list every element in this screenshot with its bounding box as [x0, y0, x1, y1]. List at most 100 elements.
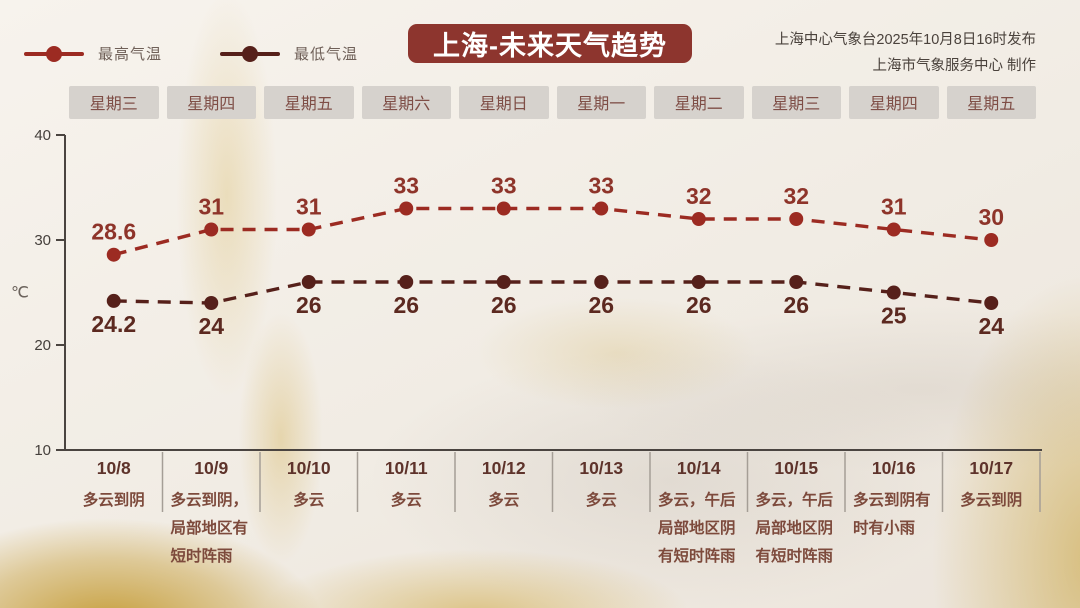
- low-temp-point: [106, 293, 121, 308]
- low-temp-value-label: 26: [686, 292, 712, 318]
- forecast-weather-desc: 多云: [390, 492, 422, 509]
- low-temp-point: [204, 296, 219, 310]
- high-temp-value-label: 31: [198, 194, 224, 220]
- high-temp-point: [399, 201, 414, 216]
- weekday-tab: 星期四: [849, 86, 939, 119]
- forecast-cell: 10/17 多云到阴: [943, 458, 1041, 572]
- forecast-date-label: 10/15: [774, 458, 819, 478]
- weekday-tab: 星期三: [69, 86, 159, 119]
- high-temp-line: [113, 206, 992, 257]
- y-tick-label: 30: [34, 232, 51, 249]
- forecast-cell: 10/8 多云到阴: [65, 458, 163, 572]
- forecast-weather-desc: 多云到阴，局部地区有短时阵雨: [170, 492, 249, 566]
- low-temp-point: [789, 275, 804, 289]
- weekday-cell: 星期一: [553, 86, 651, 119]
- forecast-cell: 10/12 多云: [455, 458, 553, 572]
- y-tick-label: 20: [34, 337, 51, 354]
- low-temp-value-label: 26: [296, 292, 322, 318]
- low-temp-point: [399, 275, 414, 289]
- forecast-table: 10/8 多云到阴 10/9 多云到阴，局部地区有短时阵雨 10/10 多云 10/11 多云…: [65, 458, 1040, 572]
- low-temp-point: [594, 275, 609, 289]
- low-temp-value-label: 24: [198, 313, 224, 339]
- high-temp-point: [204, 222, 219, 237]
- forecast-cell: 10/14 多云，午后局部地区阴有短时阵雨: [650, 458, 748, 572]
- weekday-tab: 星期二: [654, 86, 744, 119]
- forecast-cell: 10/9 多云到阴，局部地区有短时阵雨: [163, 458, 261, 572]
- weekday-tab: 星期六: [361, 86, 451, 119]
- forecast-weather-desc: 多云，午后局部地区阴有短时阵雨: [755, 492, 834, 566]
- low-temp-value-label: 24.2: [91, 311, 136, 337]
- forecast-date-label: 10/17: [969, 458, 1014, 478]
- weekday-tab: 星期日: [459, 86, 549, 119]
- high-temp-line-icon: [24, 45, 84, 62]
- weekday-cell: 星期三: [748, 86, 846, 119]
- weekday-tab: 星期一: [556, 86, 646, 119]
- page-title: 上海-未来天气趋势: [408, 24, 692, 63]
- forecast-date-label: 10/13: [579, 458, 624, 478]
- high-temp-point: [789, 212, 804, 226]
- forecast-date-label: 10/11: [384, 458, 428, 478]
- low-temp-point: [301, 275, 316, 289]
- high-temp-point: [496, 201, 511, 216]
- forecast-weather-desc: 多云到阴: [960, 492, 1023, 509]
- high-temp-point: [886, 222, 901, 237]
- high-temp-value-label: 33: [588, 173, 614, 199]
- high-temp-point: [301, 222, 316, 237]
- chart-legend: 最高气温 最低气温: [24, 43, 358, 64]
- high-temp-point: [594, 201, 609, 216]
- low-temp-value-label: 24: [978, 313, 1004, 339]
- weekday-cell: 星期四: [845, 86, 943, 119]
- low-temp-value-label: 26: [491, 292, 517, 318]
- forecast-date-label: 10/12: [481, 458, 526, 478]
- weekday-cell: 星期日: [455, 86, 553, 119]
- forecast-weather-desc: 多云到阴有时有小雨: [853, 492, 931, 538]
- weekday-tab: 星期五: [264, 86, 354, 119]
- weekday-header-row: 星期三 星期四 星期五 星期六 星期日 星期一 星期二 星期三 星期四 星期五: [65, 86, 1040, 119]
- weekday-cell: 星期五: [943, 86, 1041, 119]
- high-temp-value-label: 30: [978, 204, 1004, 230]
- forecast-date-label: 10/8: [96, 458, 131, 478]
- legend-item-low-temp: 最低气温: [220, 43, 358, 64]
- legend-label-low-temp: 最低气温: [294, 46, 359, 63]
- weekday-tab: 星期三: [751, 86, 841, 119]
- forecast-cell: 10/11 多云: [358, 458, 456, 572]
- high-temp-dot-icon: [46, 45, 62, 62]
- weekday-cell: 星期二: [650, 86, 748, 119]
- source-line-2: 上海市气象服务中心 制作: [872, 58, 1036, 75]
- legend-item-high-temp: 最高气温: [24, 43, 162, 64]
- low-temp-point: [984, 296, 999, 310]
- source-info: 上海中心气象台2025年10月8日16时发布 上海市气象服务中心 制作: [775, 27, 1036, 79]
- source-line-1: 上海中心气象台2025年10月8日16时发布: [774, 32, 1036, 48]
- high-temp-value-label: 32: [686, 183, 712, 209]
- high-temp-point: [106, 247, 121, 262]
- forecast-weather-desc: 多云，午后局部地区阴有短时阵雨: [658, 492, 736, 566]
- forecast-cell: 10/10 多云: [260, 458, 358, 572]
- forecast-date-label: 10/16: [871, 458, 916, 478]
- forecast-weather-desc: 多云: [585, 492, 617, 509]
- high-temp-point: [984, 233, 999, 247]
- high-temp-value-label: 31: [296, 194, 322, 220]
- high-temp-value-label: 28.6: [91, 219, 136, 245]
- y-axis-unit-label: ℃: [11, 285, 29, 302]
- forecast-date-label: 10/10: [286, 458, 331, 478]
- low-temp-value-label: 26: [783, 292, 809, 318]
- high-temp-value-label: 33: [393, 173, 419, 199]
- y-tick-label: 10: [34, 442, 51, 459]
- low-temp-line: [113, 280, 992, 305]
- forecast-date-label: 10/9: [194, 458, 229, 478]
- weekday-cell: 星期五: [260, 86, 358, 119]
- forecast-weather-desc: 多云到阴: [82, 492, 145, 509]
- weekday-tab: 星期四: [166, 86, 256, 119]
- low-temp-value-label: 25: [881, 303, 907, 329]
- forecast-date-label: 10/14: [676, 458, 721, 478]
- y-tick-label: 40: [34, 127, 51, 144]
- weekday-cell: 星期四: [163, 86, 261, 119]
- low-temp-point: [496, 275, 511, 289]
- low-temp-value-label: 26: [588, 292, 614, 318]
- page-title-text: 上海-未来天气趋势: [433, 31, 667, 61]
- forecast-weather-desc: 多云: [488, 492, 520, 509]
- low-temp-dot-icon: [242, 45, 259, 62]
- high-temp-value-label: 32: [783, 183, 809, 209]
- high-temp-point: [691, 212, 706, 226]
